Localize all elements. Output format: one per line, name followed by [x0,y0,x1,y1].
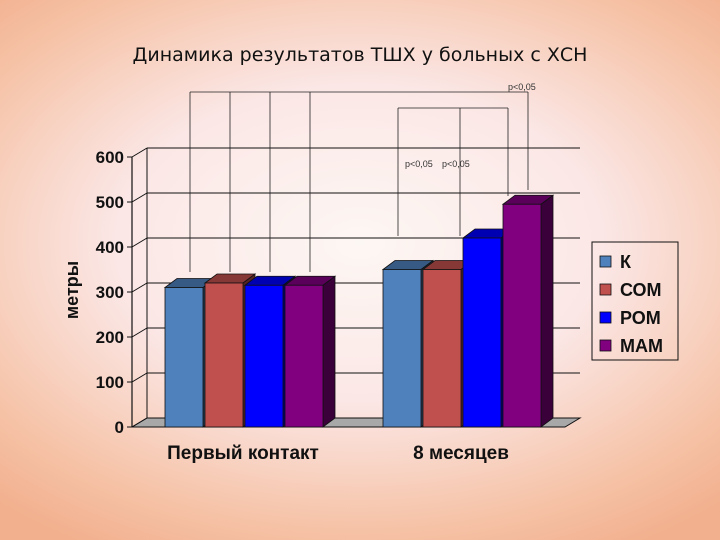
gridline-side [131,192,148,203]
bar-front [382,269,422,428]
gridline-side [131,237,148,248]
legend-swatch [599,339,612,352]
legend-swatch [599,283,612,296]
y-tick-label: 600 [96,148,124,167]
category-label: Первый контакт [167,443,319,464]
legend-swatch [599,311,612,324]
bars [163,194,555,428]
y-axis-label: метры [62,261,82,319]
category-labels: Первый контакт 8 месяцев [167,443,509,464]
legend-swatch [599,255,612,268]
y-tick-labels: 0 100 200 300 400 500 600 [96,148,124,437]
p-value-label: p<0,05 [442,159,470,169]
legend-label: РОМ [620,308,661,328]
gridline-side [131,327,148,338]
legend-label: К [620,252,632,272]
bar-side [322,275,336,428]
gridline-side [131,147,148,158]
bar-front [244,284,284,428]
gridline-side [131,372,148,383]
p-value-label: p<0,05 [405,159,433,169]
bar-front [422,269,462,428]
y-tick-label: 0 [115,418,124,437]
legend-label: СОМ [620,280,662,300]
gridline-side [131,417,148,428]
y-tick-label: 100 [96,373,124,392]
bar-side [540,194,554,428]
bar-front [284,284,324,428]
y-tick-label: 200 [96,328,124,347]
significance-brackets: p<0,05 p<0,05 p<0,05 [189,82,536,272]
bar-front [462,237,502,428]
bar-front [204,282,244,428]
legend-label: МАМ [620,336,663,356]
y-tick-label: 300 [96,283,124,302]
gridline-side [131,282,148,293]
bar-front [502,203,542,428]
legend-box [591,241,679,361]
y-tick-label: 500 [96,193,124,212]
bar [283,275,337,428]
y-tick-label: 400 [96,238,124,257]
p-value-label: p<0,05 [508,82,536,92]
category-label: 8 месяцев [413,443,509,464]
bar-front [164,287,204,428]
bar [501,194,555,428]
chart-title: Динамика результатов ТШХ у больных с ХСН [132,44,588,66]
legend: К СОМ РОМ МАМ [591,241,679,361]
